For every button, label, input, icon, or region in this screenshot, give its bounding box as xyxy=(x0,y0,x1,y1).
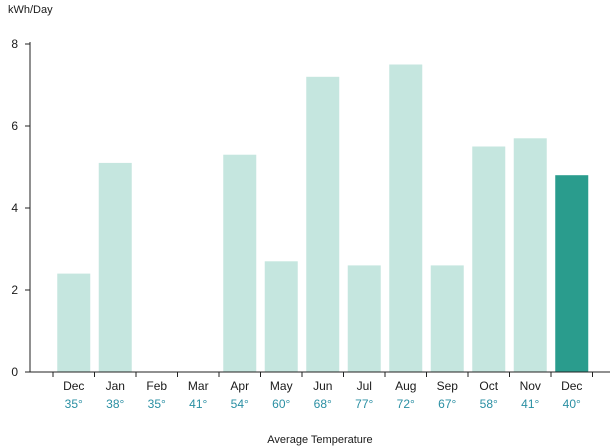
x-tick-temperature-label: 40° xyxy=(563,397,581,411)
x-axis-label: Average Temperature xyxy=(267,434,372,446)
y-tick-label: 2 xyxy=(11,283,18,297)
x-tick-month-label: Oct xyxy=(479,379,498,393)
x-tick-temperature-label: 77° xyxy=(355,397,373,411)
x-tick-month-label: Apr xyxy=(230,379,249,393)
bar-oct-10 xyxy=(472,146,506,372)
bar-dec-0 xyxy=(57,273,91,372)
x-tick-month-label: May xyxy=(270,379,293,393)
bar-sep-9 xyxy=(430,265,464,372)
y-tick-label: 0 xyxy=(11,365,18,379)
bar-jun-6 xyxy=(306,76,340,373)
x-tick-month-label: Jun xyxy=(313,379,332,393)
x-tick-month-label: Dec xyxy=(561,379,582,393)
y-tick-label: 6 xyxy=(11,119,18,133)
x-tick-month-label: Dec xyxy=(63,379,84,393)
bar-jul-7 xyxy=(347,265,381,372)
x-tick-month-label: Nov xyxy=(520,379,541,393)
x-tick-temperature-label: 41° xyxy=(521,397,539,411)
x-tick-temperature-label: 58° xyxy=(480,397,498,411)
y-tick-label: 4 xyxy=(11,201,18,215)
bar-may-5 xyxy=(264,261,298,372)
bars xyxy=(57,64,589,373)
x-tick-month-label: Mar xyxy=(188,379,209,393)
x-tick-month-label: Feb xyxy=(146,379,167,393)
y-axis: 0 2 4 6 8 xyxy=(11,37,31,379)
bar-nov-11 xyxy=(513,138,547,372)
x-tick-month-label: Jul xyxy=(357,379,372,393)
bar-aug-8 xyxy=(389,64,423,372)
x-tick-month-label: Sep xyxy=(437,379,459,393)
x-tick-temperature-label: 68° xyxy=(314,397,332,411)
x-tick-temperature-label: 38° xyxy=(106,397,124,411)
y-axis-label: kWh/Day xyxy=(8,4,53,16)
x-tick-temperature-label: 67° xyxy=(438,397,456,411)
bar-apr-4 xyxy=(223,154,257,372)
x-tick-month-label: Jan xyxy=(106,379,125,393)
x-tick-temperature-label: 35° xyxy=(148,397,166,411)
x-axis: Dec 35° Jan 38° Feb 35° Mar 41° Apr 54° May 60° Jun 6… xyxy=(30,371,610,411)
x-tick-temperature-label: 72° xyxy=(397,397,415,411)
bar-jan-1 xyxy=(98,162,132,372)
y-tick-label: 8 xyxy=(11,37,18,51)
x-tick-month-label: Aug xyxy=(395,379,416,393)
x-tick-temperature-label: 54° xyxy=(231,397,249,411)
x-tick-temperature-label: 41° xyxy=(189,397,207,411)
x-tick-temperature-label: 60° xyxy=(272,397,290,411)
bar-dec-12 xyxy=(555,175,589,372)
x-tick-temperature-label: 35° xyxy=(65,397,83,411)
